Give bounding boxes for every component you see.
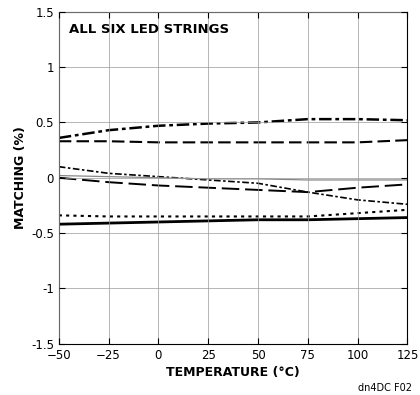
Text: ALL SIX LED STRINGS: ALL SIX LED STRINGS — [69, 23, 229, 36]
X-axis label: TEMPERATURE (°C): TEMPERATURE (°C) — [166, 366, 300, 379]
Text: dn4DC F02: dn4DC F02 — [357, 383, 412, 393]
Y-axis label: MATCHING (%): MATCHING (%) — [14, 126, 27, 229]
